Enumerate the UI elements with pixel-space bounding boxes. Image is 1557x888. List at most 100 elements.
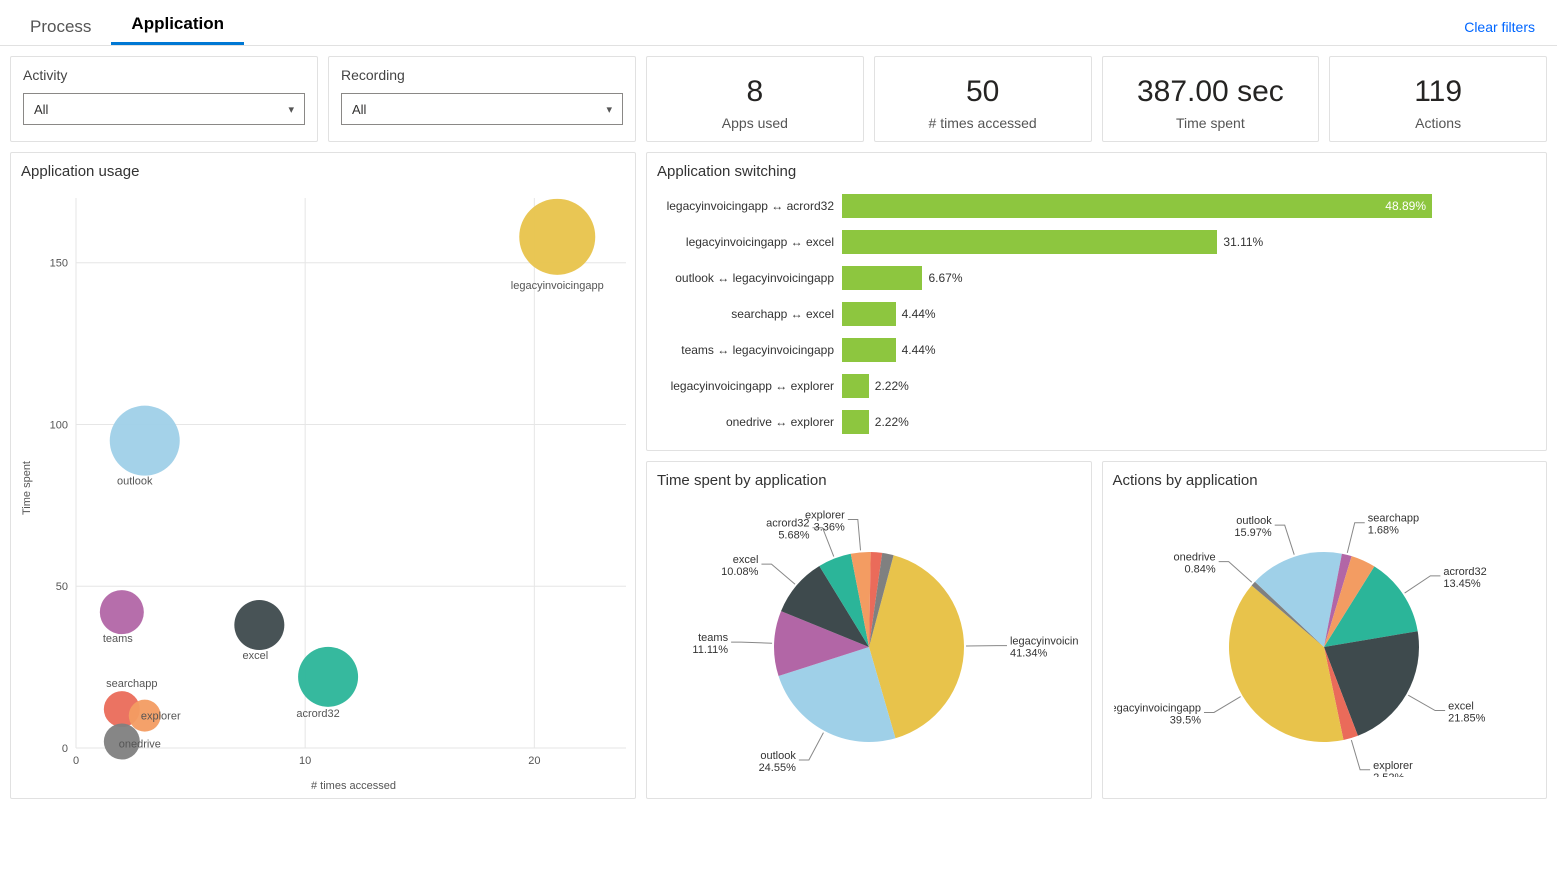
clear-filters-link[interactable]: Clear filters bbox=[1452, 9, 1547, 45]
time-pie-chart[interactable]: legacyinvoicingapp41.34% outlook24.55% tea… bbox=[659, 497, 1079, 777]
switch-value: 4.44% bbox=[902, 338, 936, 362]
svg-text:searchapp: searchapp bbox=[106, 678, 157, 690]
switch-label: onedrive ↔ explorer bbox=[657, 415, 842, 429]
recording-filter-label: Recording bbox=[341, 67, 623, 83]
switch-value: 6.67% bbox=[928, 266, 962, 290]
kpi-value: 50 bbox=[883, 75, 1083, 109]
switch-row: onedrive ↔ explorer 2.22% bbox=[657, 404, 1536, 440]
svg-text:onedrive: onedrive bbox=[1174, 552, 1216, 564]
svg-text:legacyinvoicingapp: legacyinvoicingapp bbox=[1114, 702, 1201, 714]
svg-text:50: 50 bbox=[56, 581, 68, 593]
svg-text:39.5%: 39.5% bbox=[1170, 714, 1201, 726]
svg-text:outlook: outlook bbox=[1236, 515, 1272, 527]
svg-text:acrord32: acrord32 bbox=[296, 708, 339, 720]
kpi-label: Actions bbox=[1338, 115, 1538, 131]
app-usage-chart[interactable]: 0 50 100 150 0 10 20 legacyinvoicingapp outlook t… bbox=[41, 188, 631, 778]
svg-text:1.68%: 1.68% bbox=[1368, 525, 1399, 537]
kpi-actions: 119 Actions bbox=[1329, 56, 1547, 142]
kpi-label: # times accessed bbox=[883, 115, 1083, 131]
svg-text:legacyinvoicingapp: legacyinvoicingapp bbox=[511, 280, 604, 292]
switch-value: 31.11% bbox=[1223, 230, 1263, 254]
switch-value: 48.89% bbox=[1385, 194, 1426, 218]
kpi-row: 8 Apps used 50 # times accessed 387.00 s… bbox=[646, 56, 1547, 142]
switch-label: teams ↔ legacyinvoicingapp bbox=[657, 343, 842, 357]
svg-text:onedrive: onedrive bbox=[119, 739, 161, 751]
svg-text:41.34%: 41.34% bbox=[1010, 648, 1048, 660]
svg-text:excel: excel bbox=[242, 650, 268, 662]
switching-chart[interactable]: legacyinvoicingapp ↔ acrord3248.89%legac… bbox=[657, 188, 1536, 440]
recording-dropdown-value: All bbox=[352, 102, 366, 117]
kpi-label: Time spent bbox=[1111, 115, 1311, 131]
actions-pie-title: Actions by application bbox=[1113, 472, 1537, 489]
kpi-value: 119 bbox=[1338, 75, 1538, 109]
switching-panel: Application switching legacyinvoicingapp… bbox=[646, 152, 1547, 451]
switch-row: teams ↔ legacyinvoicingapp 4.44% bbox=[657, 332, 1536, 368]
switch-label: searchapp ↔ excel bbox=[657, 307, 842, 321]
svg-text:explorer: explorer bbox=[1373, 760, 1413, 772]
switch-label: legacyinvoicingapp ↔ explorer bbox=[657, 379, 842, 393]
recording-dropdown[interactable]: All ▾ bbox=[341, 93, 623, 125]
recording-filter-card: Recording All ▾ bbox=[328, 56, 636, 142]
svg-text:acrord32: acrord32 bbox=[1444, 566, 1487, 578]
svg-text:21.85%: 21.85% bbox=[1448, 713, 1486, 725]
kpi-label: Apps used bbox=[655, 115, 855, 131]
chevron-down-icon: ▾ bbox=[288, 103, 294, 116]
time-pie-title: Time spent by application bbox=[657, 472, 1081, 489]
tab-application[interactable]: Application bbox=[111, 4, 244, 45]
switch-value: 2.22% bbox=[875, 410, 909, 434]
svg-text:20: 20 bbox=[528, 755, 540, 767]
switch-row: legacyinvoicingapp ↔ excel 31.11% bbox=[657, 224, 1536, 260]
svg-text:explorer: explorer bbox=[805, 509, 845, 521]
svg-text:150: 150 bbox=[50, 258, 68, 270]
svg-text:0: 0 bbox=[73, 755, 79, 767]
activity-dropdown[interactable]: All ▾ bbox=[23, 93, 305, 125]
activity-filter-card: Activity All ▾ bbox=[10, 56, 318, 142]
svg-text:100: 100 bbox=[50, 419, 68, 431]
svg-text:excel: excel bbox=[1448, 701, 1474, 713]
kpi-value: 387.00 sec bbox=[1111, 75, 1311, 109]
svg-text:outlook: outlook bbox=[117, 476, 153, 488]
switch-row: outlook ↔ legacyinvoicingapp6.67% bbox=[657, 260, 1536, 296]
switch-row: searchapp ↔ excel 4.44% bbox=[657, 296, 1536, 332]
activity-dropdown-value: All bbox=[34, 102, 48, 117]
switch-value: 4.44% bbox=[902, 302, 936, 326]
svg-text:explorer: explorer bbox=[141, 711, 181, 723]
svg-text:24.55%: 24.55% bbox=[758, 762, 796, 774]
svg-text:11.11%: 11.11% bbox=[692, 644, 728, 656]
switch-row: legacyinvoicingapp ↔ explorer 2.22% bbox=[657, 368, 1536, 404]
svg-text:13.45%: 13.45% bbox=[1444, 578, 1482, 590]
svg-text:teams: teams bbox=[103, 633, 133, 645]
kpi-apps-used: 8 Apps used bbox=[646, 56, 864, 142]
app-usage-panel: Application usage Time spent 05010015001… bbox=[10, 152, 636, 799]
xaxis-label: # times accessed bbox=[311, 780, 396, 792]
kpi-value: 8 bbox=[655, 75, 855, 109]
chevron-down-icon: ▾ bbox=[606, 103, 612, 116]
svg-text:searchapp: searchapp bbox=[1368, 513, 1419, 525]
switching-title: Application switching bbox=[657, 163, 1536, 180]
kpi-time-spent: 387.00 sec Time spent bbox=[1102, 56, 1320, 142]
svg-text:10: 10 bbox=[299, 755, 311, 767]
actions-pie-chart[interactable]: acrord3213.45% excel21.85% explorer2.52% le… bbox=[1114, 497, 1534, 777]
svg-text:3.36%: 3.36% bbox=[813, 521, 844, 533]
actions-pie-panel: Actions by application acrord3213.45% exc… bbox=[1102, 461, 1548, 799]
time-pie-panel: Time spent by application legacyinvoicin… bbox=[646, 461, 1092, 799]
svg-text:acrord32: acrord32 bbox=[766, 518, 809, 530]
switch-row: legacyinvoicingapp ↔ acrord32 48.89% bbox=[657, 188, 1536, 224]
svg-text:outlook: outlook bbox=[760, 750, 796, 762]
yaxis-label: Time spent bbox=[21, 461, 33, 515]
svg-text:excel: excel bbox=[733, 554, 759, 566]
svg-text:0: 0 bbox=[62, 743, 68, 755]
switch-label: legacyinvoicingapp ↔ excel bbox=[657, 235, 842, 249]
tab-process[interactable]: Process bbox=[10, 7, 111, 45]
svg-text:5.68%: 5.68% bbox=[778, 530, 809, 542]
switch-value: 2.22% bbox=[875, 374, 909, 398]
switch-label: legacyinvoicingapp ↔ acrord32 bbox=[657, 199, 842, 213]
svg-text:legacyinvoicingapp: legacyinvoicingapp bbox=[1010, 636, 1079, 648]
svg-text:10.08%: 10.08% bbox=[721, 566, 759, 578]
svg-text:15.97%: 15.97% bbox=[1235, 527, 1273, 539]
svg-text:2.52%: 2.52% bbox=[1373, 772, 1404, 777]
svg-text:teams: teams bbox=[698, 632, 728, 644]
activity-filter-label: Activity bbox=[23, 67, 305, 83]
svg-text:0.84%: 0.84% bbox=[1185, 564, 1216, 576]
kpi-times-accessed: 50 # times accessed bbox=[874, 56, 1092, 142]
